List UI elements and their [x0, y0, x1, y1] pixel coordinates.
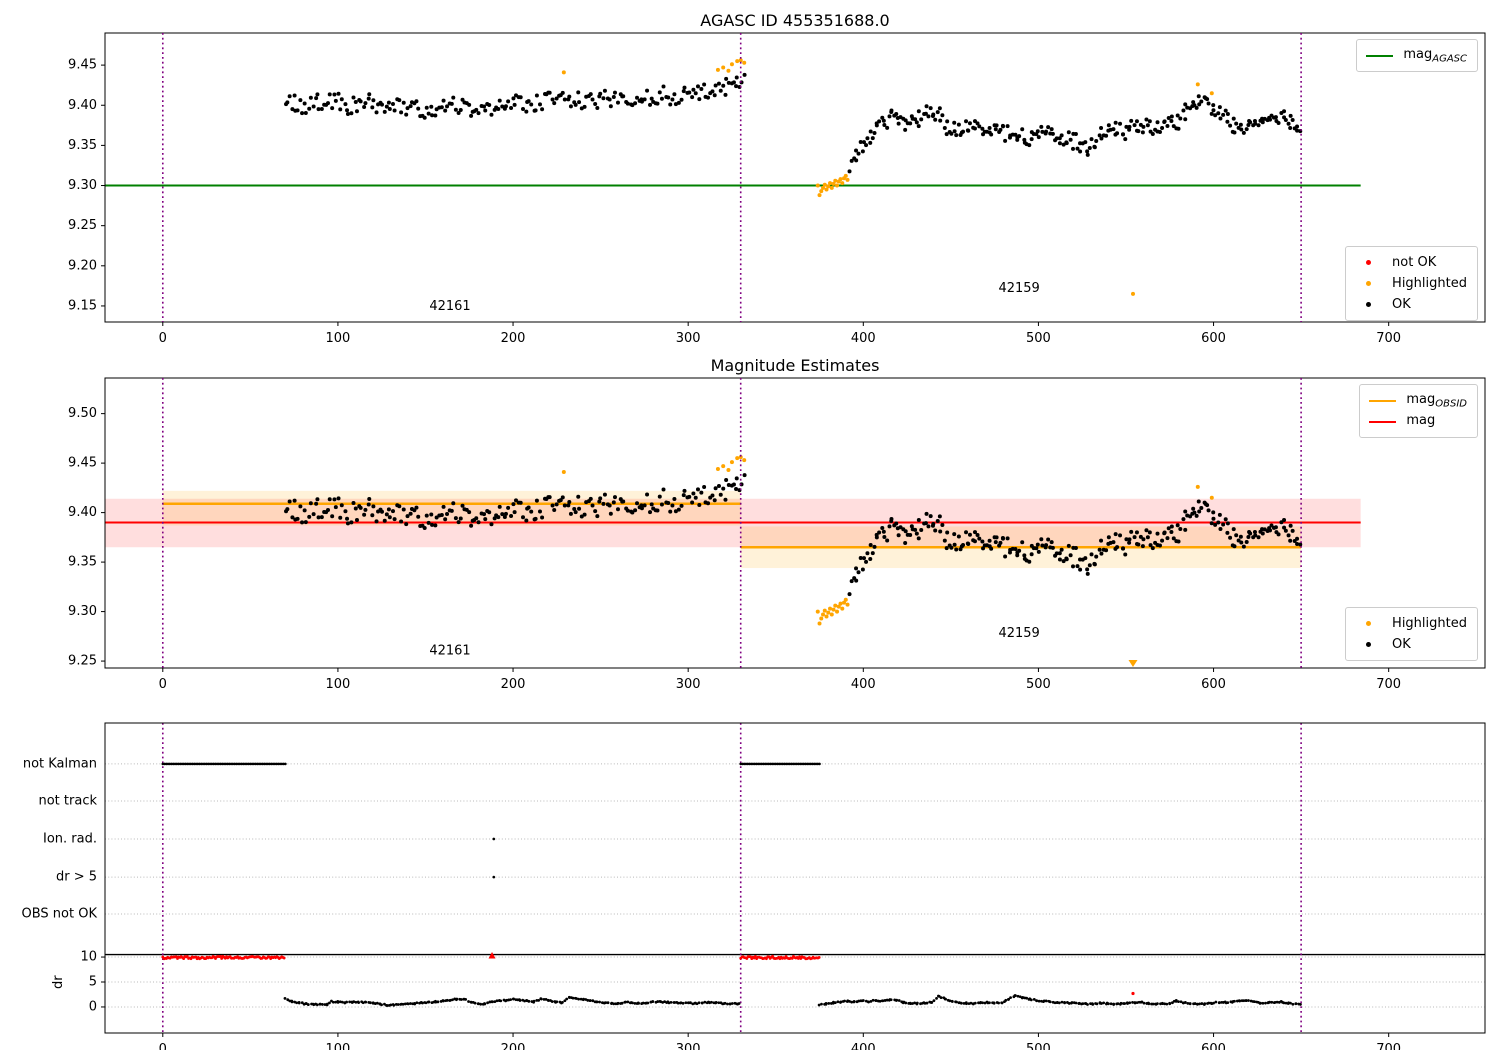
top-panel-points	[284, 58, 1303, 296]
x-tick-label: 200	[501, 677, 526, 692]
legend-item-ok: OK	[1355, 634, 1467, 655]
legend-top-status: not OK Highlighted OK	[1345, 246, 1478, 321]
legend-mag-agasc: magAGASC	[1356, 39, 1478, 72]
middle-panel-points	[284, 455, 1303, 667]
x-tick-label: 700	[1376, 1042, 1401, 1050]
x-tick-label: 0	[159, 331, 167, 346]
orange-dot-swatch	[1355, 276, 1382, 291]
legend-middle-status: Highlighted OK	[1345, 607, 1478, 661]
legend-item-ok: OK	[1355, 294, 1467, 315]
legend-label: OK	[1392, 297, 1411, 312]
clipped-low-triangle	[1128, 660, 1138, 667]
x-tick-label: 300	[676, 331, 701, 346]
flag-category-label: OBS not OK	[22, 906, 98, 921]
y-tick-label: 9.50	[68, 406, 97, 421]
flag-points	[161, 762, 821, 879]
black-dot-swatch	[1355, 297, 1382, 312]
x-tick-label: 500	[1026, 331, 1051, 346]
x-tick-label: 0	[159, 677, 167, 692]
x-tick-label: 700	[1376, 677, 1401, 692]
x-tick-label: 0	[159, 1042, 167, 1050]
y-tick-label: 9.25	[68, 654, 97, 669]
legend-item-mag: mag	[1369, 411, 1467, 432]
obsid-annotation: 42159	[998, 281, 1039, 296]
legend-label: mag	[1406, 412, 1436, 428]
x-tick-label: 400	[851, 331, 876, 346]
x-tick-label: 600	[1201, 677, 1226, 692]
legend-item-highlighted: Highlighted	[1355, 613, 1467, 634]
legend-label: Highlighted	[1392, 276, 1467, 291]
y-tick-label: 9.40	[68, 505, 97, 520]
x-tick-label: 300	[676, 1042, 701, 1050]
legend-item-not-ok: not OK	[1355, 252, 1467, 273]
flags-panel: not Kalman not track Ion. rad. dr > 5 OBS no…	[22, 722, 1486, 1050]
dr-tick-label: 10	[80, 950, 97, 965]
flag-category-label: not Kalman	[23, 756, 97, 771]
dr-axis-label: dr	[51, 975, 66, 989]
flag-category-label: dr > 5	[56, 870, 97, 885]
legend-item-highlighted: Highlighted	[1355, 273, 1467, 294]
y-tick-label: 9.35	[68, 138, 97, 153]
legend-label: Highlighted	[1392, 616, 1467, 631]
x-tick-label: 400	[851, 677, 876, 692]
legend-label: magOBSID	[1406, 391, 1467, 410]
legend-mag-lines: magOBSID mag	[1359, 384, 1478, 438]
x-tick-label: 500	[1026, 1042, 1051, 1050]
dr-tick-label: 5	[89, 975, 97, 990]
y-tick-label: 9.45	[68, 456, 97, 471]
x-tick-label: 200	[501, 331, 526, 346]
black-dot-swatch	[1355, 637, 1382, 652]
x-tick-label: 100	[326, 331, 351, 346]
x-tick-label: 300	[676, 677, 701, 692]
x-tick-label: 400	[851, 1042, 876, 1050]
legend-label: magAGASC	[1403, 46, 1467, 65]
x-tick-label: 600	[1201, 1042, 1226, 1050]
x-tick-label: 700	[1376, 331, 1401, 346]
x-tick-label: 100	[326, 1042, 351, 1050]
y-tick-label: 9.30	[68, 604, 97, 619]
y-tick-label: 9.35	[68, 555, 97, 570]
top-panel-title: AGASC ID 455351688.0	[700, 11, 890, 30]
middle-panel-title: Magnitude Estimates	[710, 356, 880, 375]
x-tick-label: 100	[326, 677, 351, 692]
legend-item-mag-obsid: magOBSID	[1369, 390, 1467, 411]
flag-category-label: not track	[38, 793, 97, 808]
y-tick-label: 9.45	[68, 58, 97, 73]
top-panel: 0 100 200 300 400 500 600 700 9.15 9.20 9.25 9.30 9.…	[68, 32, 1486, 346]
obsid-annotation: 42159	[998, 626, 1039, 641]
legend-item-mag-agasc: magAGASC	[1366, 45, 1467, 66]
legend-label: not OK	[1392, 255, 1437, 270]
y-tick-label: 9.30	[68, 178, 97, 193]
flag-category-label: Ion. rad.	[43, 831, 97, 846]
y-tick-label: 9.40	[68, 98, 97, 113]
obsid-annotation: 42161	[429, 299, 470, 314]
y-tick-label: 9.20	[68, 258, 97, 273]
dr-clipped-triangle	[488, 952, 496, 959]
obsid-annotation: 42161	[429, 644, 470, 659]
legend-label: OK	[1392, 637, 1411, 652]
dr-points	[161, 952, 1302, 1007]
y-tick-label: 9.15	[68, 298, 97, 313]
middle-panel: 0 100 200 300 400 500 600 700 9.25 9.30 9.35 9.40 9.…	[68, 377, 1486, 692]
orange-line-swatch	[1369, 399, 1397, 402]
x-tick-label: 500	[1026, 677, 1051, 692]
green-line-swatch	[1366, 54, 1394, 57]
dr-tick-label: 0	[89, 999, 97, 1014]
x-tick-label: 200	[501, 1042, 526, 1050]
x-tick-label: 600	[1201, 331, 1226, 346]
red-line-swatch	[1369, 420, 1397, 423]
red-dot-swatch	[1355, 255, 1382, 270]
orange-dot-swatch	[1355, 616, 1382, 631]
y-tick-label: 9.25	[68, 218, 97, 233]
